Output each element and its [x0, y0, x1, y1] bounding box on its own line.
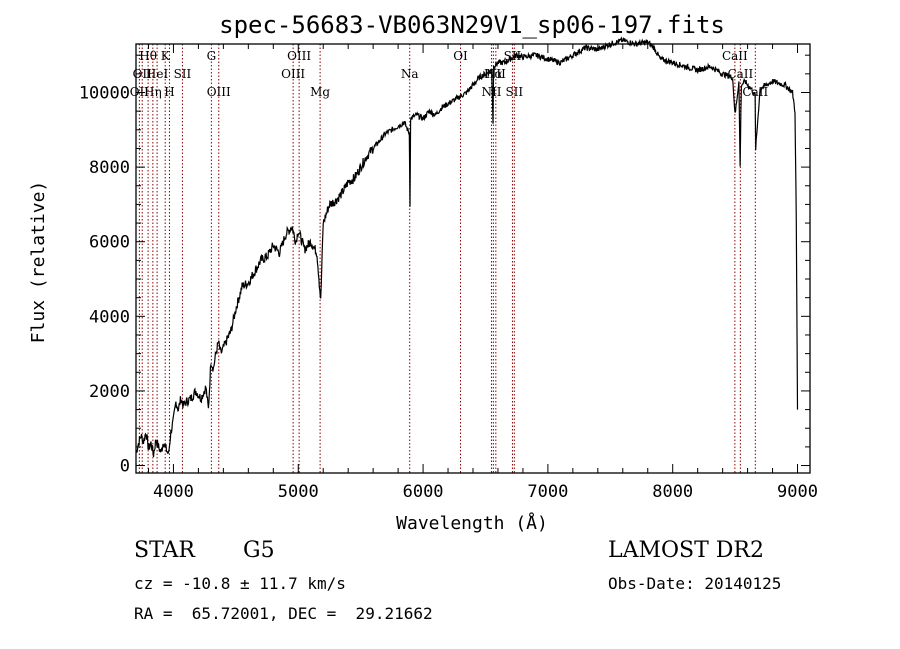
- emission-line-labels: OIIOIIHθHηHeIKHSIIGOIIIOIIIOIIIMgNaOINII…: [130, 49, 769, 99]
- survey-label: LAMOST DR2: [608, 538, 764, 563]
- plot-frame: [135, 43, 811, 474]
- y-axis-title: Flux (relative): [28, 181, 49, 344]
- emission-line-label: SII: [505, 85, 523, 99]
- emission-line-label: Hη: [144, 85, 162, 99]
- y-tick-label: 6000: [89, 233, 130, 253]
- emission-line-label: OIII: [287, 49, 311, 63]
- x-tick-label: 7000: [527, 482, 568, 502]
- emission-line-label: OI: [453, 49, 468, 63]
- emission-line-label: OIII: [207, 85, 231, 99]
- emission-line-label: Na: [401, 67, 419, 81]
- emission-line-label: Hθ: [139, 49, 157, 63]
- coordinates-text: RA = 65.72001, DEC = 29.21662: [134, 604, 433, 623]
- y-tick-label: 4000: [89, 307, 130, 327]
- emission-line-label: SII: [174, 67, 192, 81]
- emission-line-label: OIII: [281, 67, 305, 81]
- emission-line-label: K: [161, 49, 171, 63]
- x-tick-label: 4000: [153, 482, 194, 502]
- chart-title: spec-56683-VB063N29V1_sp06-197.fits: [219, 11, 725, 39]
- emission-line-label: HeI: [146, 67, 169, 81]
- y-axis-ticks: 0 2000 4000 6000 8000 10000: [79, 54, 810, 477]
- x-tick-label: 8000: [652, 482, 693, 502]
- emission-line-label: H: [164, 85, 174, 99]
- object-subclass: G5: [243, 538, 275, 563]
- emission-lines: [138, 44, 756, 473]
- x-axis-ticks: 4000 5000 6000 7000 8000 9000: [147, 44, 818, 502]
- emission-line-label: OII: [133, 67, 153, 81]
- y-tick-label: 0: [120, 457, 130, 477]
- x-tick-label: 6000: [403, 482, 444, 502]
- y-tick-label: 2000: [89, 382, 130, 402]
- spectrum-line: [135, 36, 799, 457]
- emission-line-label: CaII: [727, 67, 753, 81]
- x-tick-label: 9000: [777, 482, 818, 502]
- y-tick-label: 8000: [89, 158, 130, 178]
- emission-line-label: CaII: [722, 49, 748, 63]
- obs-date-text: Obs-Date: 20140125: [608, 574, 782, 593]
- object-class: STAR: [134, 538, 195, 563]
- emission-line-label: G: [207, 49, 217, 63]
- emission-line-label: Mg: [310, 85, 330, 99]
- x-axis-title: Wavelength (Å): [396, 512, 548, 534]
- y-tick-label: 10000: [79, 83, 130, 103]
- x-tick-label: 5000: [278, 482, 319, 502]
- redshift-text: cz = -10.8 ± 11.7 km/s: [134, 574, 346, 593]
